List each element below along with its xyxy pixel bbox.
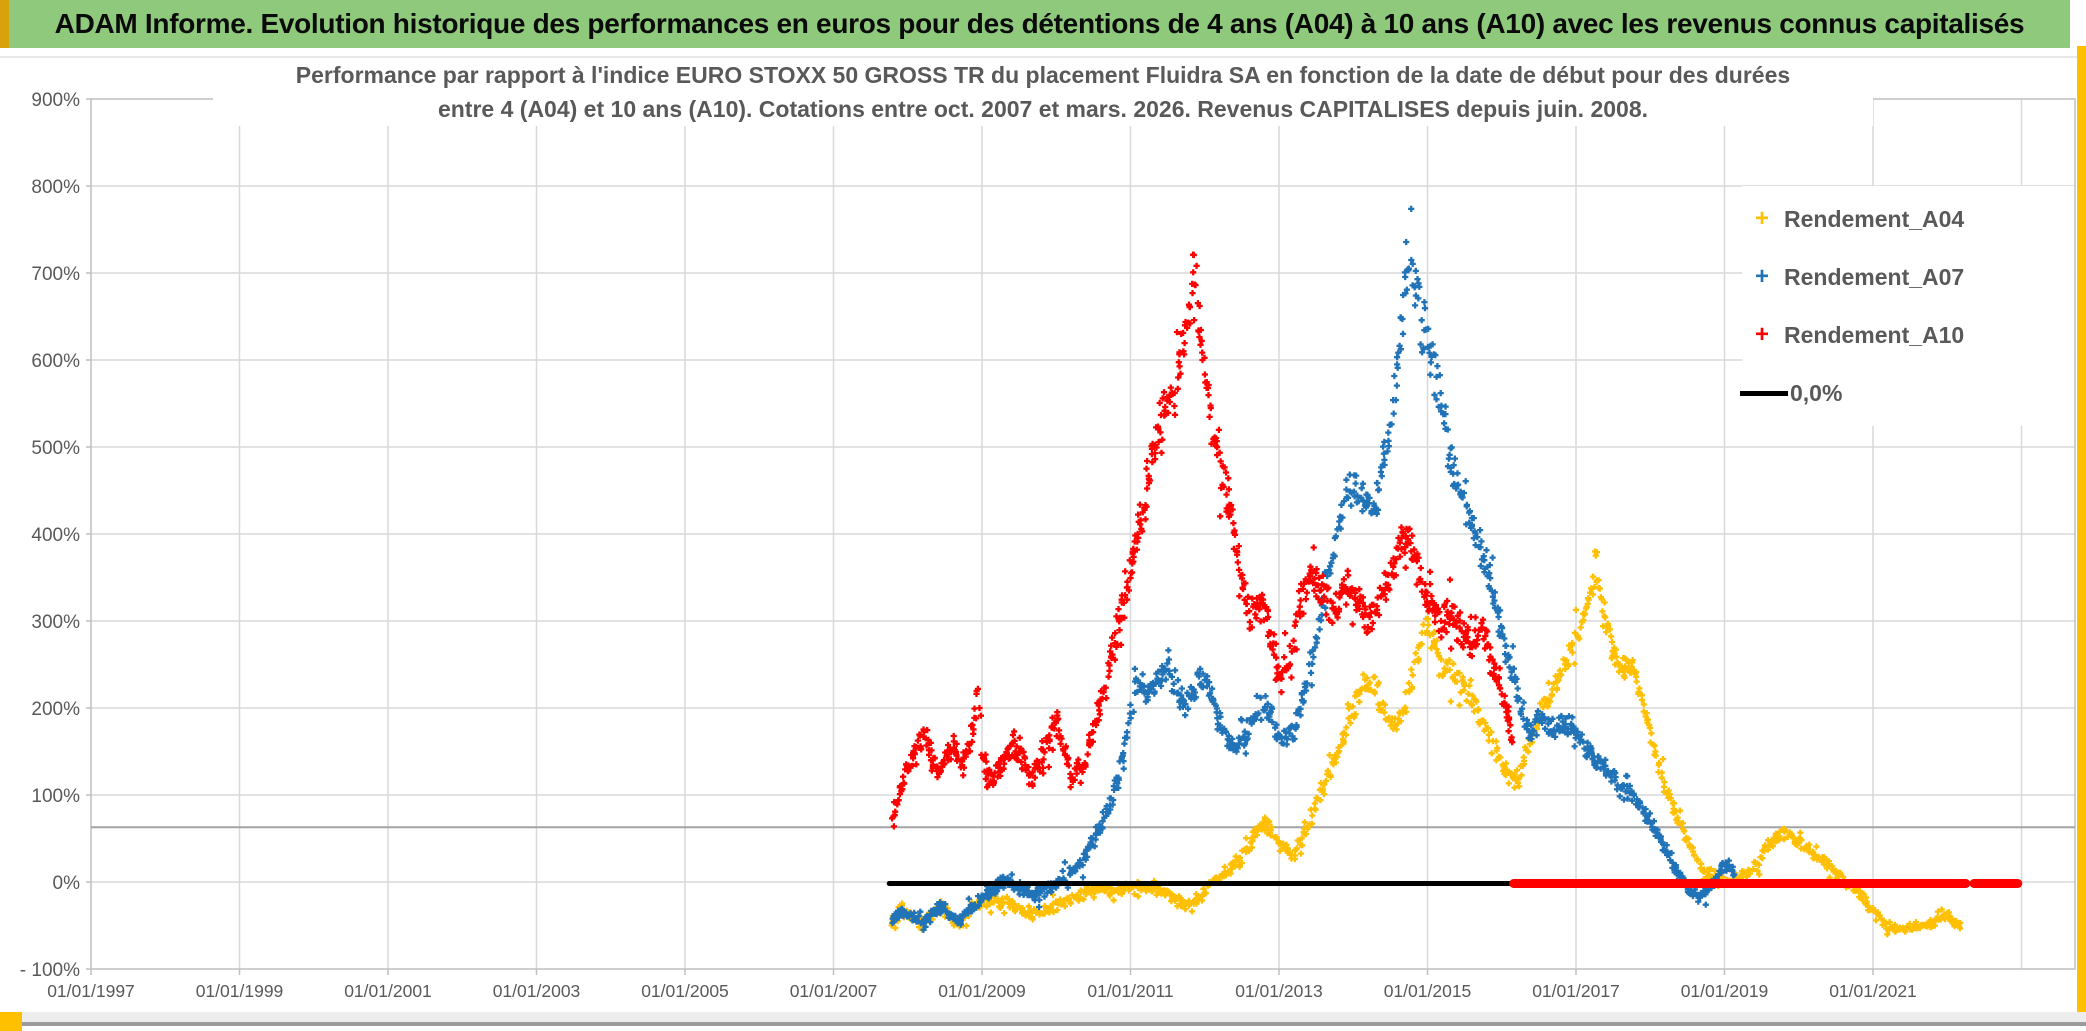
y-axis-labels: 900% 800% 700% 600% 500% 400% 300% 200% 100% 0% - … [20,90,80,981]
svg-text:600%: 600% [31,351,80,372]
svg-text:100%: 100% [31,786,80,807]
legend[interactable]: + Rendement_A04 + Rendement_A07 + Rendem… [1740,186,2074,426]
svg-text:300%: 300% [31,612,80,633]
svg-text:0%: 0% [53,873,81,894]
svg-text:01/01/2015: 01/01/2015 [1384,981,1472,1001]
svg-text:01/01/2019: 01/01/2019 [1681,981,1769,1001]
banner: ADAM Informe. Evolution historique des p… [9,0,2070,48]
window-edge-right-gold [2077,46,2086,1022]
chart-title-line1: Performance par rapport à l'indice EURO … [295,62,1791,88]
svg-text:01/01/2007: 01/01/2007 [790,981,878,1001]
legend-entry-a04[interactable]: + Rendement_A04 [1742,190,2074,248]
banner-title: ADAM Informe. Evolution historique des p… [54,8,2025,39]
chart-title: Performance par rapport à l'indice EURO … [213,58,1873,126]
svg-text:01/01/2009: 01/01/2009 [938,981,1026,1001]
legend-label: Rendement_A04 [1784,205,1965,232]
svg-text:200%: 200% [31,699,80,720]
banner-divider [0,56,2077,58]
plus-marker-icon: + [1754,321,1769,348]
svg-text:400%: 400% [31,525,80,546]
svg-text:900%: 900% [31,90,80,111]
svg-text:01/01/2017: 01/01/2017 [1532,981,1620,1001]
svg-text:- 100%: - 100% [20,960,80,981]
window-bottom-left-gold [0,1012,22,1031]
gridlines [91,99,2075,969]
svg-text:700%: 700% [31,264,80,285]
window-edge-left-gold [0,0,9,48]
chart-title-line2: entre 4 (A04) et 10 ans (A10). Cotations… [437,96,1649,122]
plus-marker-icon: + [1754,205,1769,232]
line-marker-icon [1740,390,1788,396]
plus-marker-icon: + [1754,263,1769,290]
legend-entry-zero-line[interactable]: 0,0% [1740,364,2074,422]
window-bottom-line [0,1022,2086,1026]
svg-text:800%: 800% [31,177,80,198]
legend-entry-a10[interactable]: + Rendement_A10 [1742,306,2074,364]
svg-text:01/01/2011: 01/01/2011 [1087,981,1173,1001]
legend-label: 0,0% [1790,379,1843,406]
legend-label: Rendement_A07 [1784,263,1965,290]
legend-entry-a07[interactable]: + Rendement_A07 [1742,248,2074,306]
series-Rendement_A10 [889,251,1516,830]
svg-text:01/01/2013: 01/01/2013 [1235,981,1323,1001]
svg-text:500%: 500% [31,438,80,459]
svg-text:01/01/2003: 01/01/2003 [493,981,581,1001]
x-axis-labels: 01/01/1997 01/01/1999 01/01/2001 01/01/2003… [47,981,1917,1001]
svg-text:01/01/2021: 01/01/2021 [1829,981,1917,1001]
legend-label: Rendement_A10 [1784,321,1965,348]
svg-text:01/01/2005: 01/01/2005 [641,981,729,1001]
svg-text:01/01/2001: 01/01/2001 [344,981,432,1001]
svg-text:01/01/1997: 01/01/1997 [47,981,135,1001]
svg-text:01/01/1999: 01/01/1999 [196,981,284,1001]
axis-ticks [86,98,1874,975]
window-bottom-strip [0,1012,2086,1022]
series-Rendement_A07 [889,205,1738,933]
